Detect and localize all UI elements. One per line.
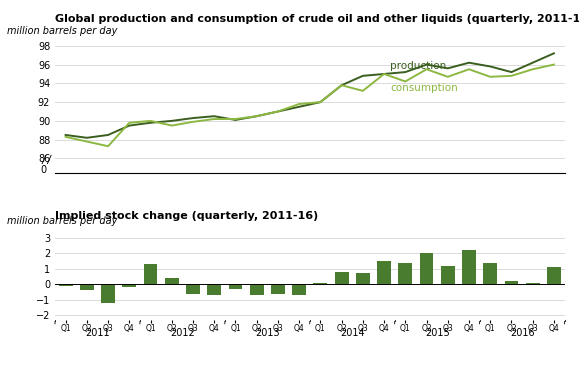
Text: Global production and consumption of crude oil and other liquids (quarterly, 201: Global production and consumption of cru… bbox=[55, 14, 579, 24]
Bar bbox=[526, 283, 540, 284]
Text: Implied stock change (quarterly, 2011-16): Implied stock change (quarterly, 2011-16… bbox=[55, 211, 318, 221]
Text: consumption: consumption bbox=[390, 83, 458, 93]
Text: 2016: 2016 bbox=[510, 328, 534, 338]
Text: 2013: 2013 bbox=[255, 328, 280, 338]
Bar bbox=[58, 284, 72, 286]
Bar bbox=[292, 284, 306, 295]
Text: //: // bbox=[40, 155, 53, 165]
Bar bbox=[335, 272, 349, 284]
Bar bbox=[420, 253, 434, 284]
Bar bbox=[144, 264, 157, 284]
Text: 2011: 2011 bbox=[85, 328, 110, 338]
Text: million barrels per day: million barrels per day bbox=[6, 216, 117, 226]
Bar bbox=[186, 284, 200, 293]
Bar bbox=[271, 284, 285, 293]
Text: 0: 0 bbox=[40, 165, 46, 175]
Bar bbox=[377, 261, 391, 284]
Bar bbox=[229, 284, 243, 289]
Bar bbox=[101, 284, 115, 303]
Bar bbox=[122, 284, 136, 287]
Bar bbox=[483, 263, 497, 284]
Bar bbox=[462, 250, 476, 284]
Bar bbox=[441, 266, 455, 284]
Bar bbox=[398, 263, 412, 284]
Text: 2015: 2015 bbox=[425, 328, 449, 338]
Text: million barrels per day: million barrels per day bbox=[6, 26, 117, 36]
Bar bbox=[356, 273, 370, 284]
Bar bbox=[313, 283, 327, 284]
Text: 2014: 2014 bbox=[340, 328, 365, 338]
Bar bbox=[547, 267, 561, 284]
Bar bbox=[250, 284, 263, 295]
Text: production: production bbox=[390, 61, 446, 71]
Bar bbox=[207, 284, 221, 295]
Text: 2012: 2012 bbox=[170, 328, 195, 338]
Bar bbox=[165, 278, 179, 284]
Bar bbox=[80, 284, 94, 290]
Bar bbox=[504, 281, 518, 284]
